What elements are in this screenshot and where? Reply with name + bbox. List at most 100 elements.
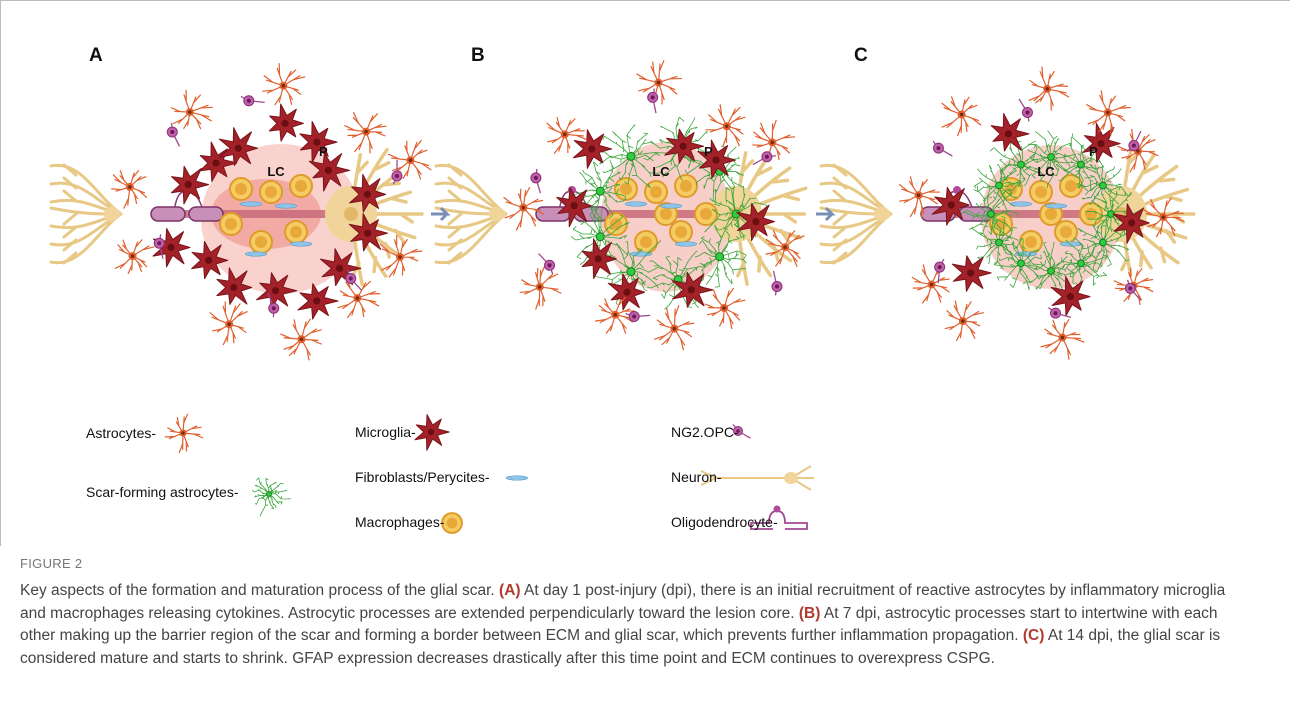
scar-body (596, 233, 604, 241)
core-label: LC (652, 164, 670, 179)
legend-microglia: Microglia- (355, 424, 416, 440)
scar-astrocyte (252, 478, 290, 517)
opc-nucleus (157, 241, 161, 245)
opc-nucleus (349, 276, 353, 280)
astrocyte-nucleus (131, 254, 135, 258)
astrocyte (111, 170, 147, 208)
fibroblast (1045, 204, 1067, 209)
astrocyte-nucleus (673, 327, 677, 331)
microglia (415, 415, 449, 451)
core-label: LC (1037, 164, 1055, 179)
microglia-nucleus (281, 120, 288, 127)
astrocyte (547, 117, 587, 154)
astrocyte (654, 305, 694, 350)
microglia-nucleus (588, 145, 595, 152)
macrophage (442, 513, 462, 533)
scar-process (252, 478, 290, 517)
caption-tag: (C) (1023, 627, 1045, 644)
microglia-nucleus (230, 284, 237, 291)
macrophage (605, 213, 627, 235)
astrocyte-nucleus (538, 285, 542, 289)
neuron-nucleus (344, 207, 358, 221)
scar-body (716, 253, 724, 261)
microglia (269, 104, 303, 141)
macrophage (670, 221, 692, 243)
opc-nucleus (534, 176, 538, 180)
opc-nucleus (936, 146, 940, 150)
astrocyte-nucleus (522, 206, 526, 210)
macrophage-nucleus (680, 180, 692, 192)
fibroblast (660, 204, 682, 209)
opc (933, 141, 952, 156)
macrophage-nucleus (235, 183, 247, 195)
macrophage-nucleus (610, 218, 622, 230)
astrocyte-nucleus (563, 133, 567, 137)
astrocyte-nucleus (613, 313, 617, 317)
caption: Key aspects of the formation and maturat… (20, 580, 1250, 670)
astrocyte (752, 120, 795, 160)
astrocyte (637, 60, 682, 104)
legend-opc: NG2.OPC- (671, 424, 739, 440)
microglia-nucleus (364, 191, 371, 198)
microglia-nucleus (212, 159, 219, 166)
scar-body (1048, 154, 1055, 161)
astrocyte (1086, 90, 1130, 135)
microglia-nucleus (712, 157, 719, 164)
panel-label: C (854, 45, 868, 66)
astrocyte-nucleus (282, 84, 286, 88)
microglia-nucleus (185, 181, 192, 188)
macrophage-nucleus (290, 226, 302, 238)
microglia-nucleus (1097, 140, 1104, 147)
astrocyte-nucleus (227, 322, 231, 326)
microglia-nucleus (428, 429, 434, 435)
opc-nucleus (938, 265, 942, 269)
astrocyte (344, 112, 386, 153)
opc-nucleus (272, 306, 276, 310)
macrophage (285, 221, 307, 243)
macrophage-nucleus (255, 236, 267, 248)
scar-body (627, 268, 635, 276)
microglia-nucleus (235, 145, 242, 152)
microglia-nucleus (1128, 219, 1135, 226)
legend-scar-astrocytes: Scar-forming astrocytes- (86, 484, 239, 500)
opc-nucleus (1132, 144, 1136, 148)
figure-label: FIGURE 2 (20, 556, 82, 571)
fibroblast (245, 252, 267, 257)
scar-body (1078, 260, 1085, 267)
astrocyte-nucleus (657, 81, 661, 85)
legend-astrocytes: Astrocytes- (86, 425, 156, 441)
astrocyte-nucleus (181, 431, 184, 434)
astrocyte-nucleus (725, 124, 729, 128)
opc-nucleus (775, 285, 779, 289)
opc (772, 271, 782, 295)
legend-oligodendrocyte: Oligodendrocyte- (671, 514, 778, 530)
opc (392, 160, 402, 184)
astrocyte-nucleus (300, 337, 304, 341)
macrophage-nucleus (640, 236, 652, 248)
macrophage-nucleus (675, 226, 687, 238)
scar-body (996, 182, 1003, 189)
macrophage (230, 178, 252, 200)
opc-nucleus (1053, 311, 1057, 315)
macrophage-nucleus (1035, 186, 1047, 198)
core-label: LC (267, 164, 285, 179)
astrocyte-nucleus (917, 193, 921, 197)
macrophage (615, 178, 637, 200)
macrophage-nucleus (1025, 236, 1037, 248)
scar-body (267, 492, 272, 497)
opc (1019, 99, 1032, 121)
macrophage-nucleus (700, 208, 712, 220)
astrocyte (171, 90, 213, 129)
astrocyte (520, 267, 562, 310)
astrocyte (1041, 319, 1085, 360)
scar-body (627, 152, 635, 160)
opc-nucleus (765, 155, 769, 159)
microglia-nucleus (1067, 293, 1074, 300)
macrophage-nucleus (225, 218, 237, 230)
macrophage (250, 231, 272, 253)
astrocyte-nucleus (770, 141, 774, 145)
microglia-nucleus (1005, 130, 1012, 137)
panel-label: A (89, 45, 103, 66)
caption-intro: Key aspects of the formation and maturat… (20, 582, 499, 599)
fibroblast (1060, 242, 1082, 247)
